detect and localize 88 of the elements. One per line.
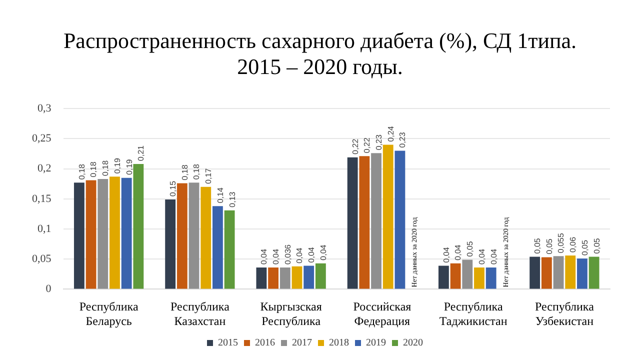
y-tick-label: 0,15: [32, 192, 52, 205]
bar: [86, 180, 96, 289]
legend-label: 2017: [292, 338, 312, 349]
data-label: 0,04: [260, 248, 269, 265]
bar: [462, 260, 473, 289]
data-label: 0,21: [136, 144, 146, 161]
data-label: 0,23: [374, 134, 384, 150]
data-label: 0,17: [204, 168, 214, 184]
data-label: 0,18: [180, 164, 190, 180]
data-label: 0,05: [544, 238, 554, 254]
bar: [98, 179, 108, 289]
bar: [121, 178, 132, 289]
bar: [382, 144, 394, 289]
bar: [347, 157, 358, 289]
bar: [256, 268, 267, 289]
data-label: 0,05: [580, 239, 590, 256]
bar: [292, 266, 302, 289]
y-tick-label: 0,1: [38, 222, 52, 235]
data-label: 0,04: [271, 248, 280, 265]
x-tick-label: Республика Таджикистан: [439, 300, 508, 328]
bar: [165, 200, 176, 289]
y-tick-label: 0: [46, 283, 52, 296]
bar: [212, 206, 223, 289]
bar: [541, 257, 552, 289]
y-tick-label: 0,3: [38, 102, 52, 114]
bar: [371, 153, 382, 289]
data-label: 0,19: [124, 158, 134, 175]
data-label: 0,04: [454, 244, 463, 260]
bar: [304, 266, 314, 289]
bar: [588, 256, 600, 289]
data-label: 0,04: [477, 248, 486, 265]
data-label: 0,23: [398, 132, 408, 148]
data-label: 0,19: [112, 158, 122, 174]
data-label: 0,06: [568, 236, 578, 252]
data-label: 0,18: [89, 161, 98, 178]
y-tick-label: 0,25: [32, 132, 52, 145]
data-label: 0,22: [362, 137, 372, 154]
bar: [438, 266, 449, 289]
data-label: 0,18: [101, 160, 110, 176]
bar: [224, 210, 235, 289]
x-tick-label: Республика Беларусь: [79, 300, 139, 328]
data-label: 0,15: [168, 180, 178, 196]
data-label: 0,04: [295, 247, 304, 264]
data-label: 0,04: [442, 246, 451, 263]
legend-label: 2020: [403, 338, 423, 349]
chart-title: Распространенность сахарного диабета (%), СД 1типа. 2015 – 2020 годы.: [62, 28, 578, 80]
bar: [110, 176, 120, 289]
bar: [359, 156, 370, 289]
bar: [394, 150, 406, 289]
bar: [133, 164, 144, 289]
bar: [74, 182, 84, 289]
data-label: 0,05: [533, 238, 542, 254]
legend-label: 2015: [218, 338, 238, 349]
data-label: 0,055: [556, 232, 566, 254]
bar: [474, 268, 484, 289]
x-tick-label: Российская Федерация: [353, 300, 412, 328]
data-label: 0,18: [192, 164, 202, 180]
data-label: 0,04: [307, 246, 316, 263]
bar: [486, 268, 496, 289]
data-label: 0,14: [216, 187, 225, 204]
data-label: 0,24: [386, 126, 396, 142]
x-tick-label: Республика Казахстан: [170, 300, 230, 328]
bar: [450, 263, 461, 289]
bar: [188, 182, 200, 289]
data-label: 0,13: [228, 191, 237, 208]
x-tick-label: Кыргызская Республика: [260, 300, 322, 328]
x-tick-label: Республика Узбекистан: [534, 300, 595, 328]
bar: [530, 256, 540, 289]
legend-label: 2019: [366, 338, 386, 349]
data-label: 0,18: [77, 164, 86, 180]
y-tick-label: 0,05: [32, 252, 52, 265]
bar: [268, 268, 279, 289]
legend-label: 2016: [255, 338, 275, 349]
y-tick-label: 0,2: [38, 162, 52, 175]
bar: [315, 263, 326, 289]
bar: [200, 186, 212, 289]
bar: [565, 255, 576, 289]
data-label: 0,22: [350, 138, 360, 154]
bar: [280, 268, 290, 289]
legend-label: 2018: [329, 338, 349, 349]
data-label: 0,05: [592, 238, 602, 254]
data-label: 0,05: [466, 240, 475, 257]
bar: [553, 256, 564, 289]
data-label: 0,036: [283, 244, 292, 265]
data-label: 0,04: [318, 244, 328, 260]
bar: [576, 258, 588, 289]
data-label: 0,04: [489, 248, 498, 265]
bar: [176, 183, 188, 289]
